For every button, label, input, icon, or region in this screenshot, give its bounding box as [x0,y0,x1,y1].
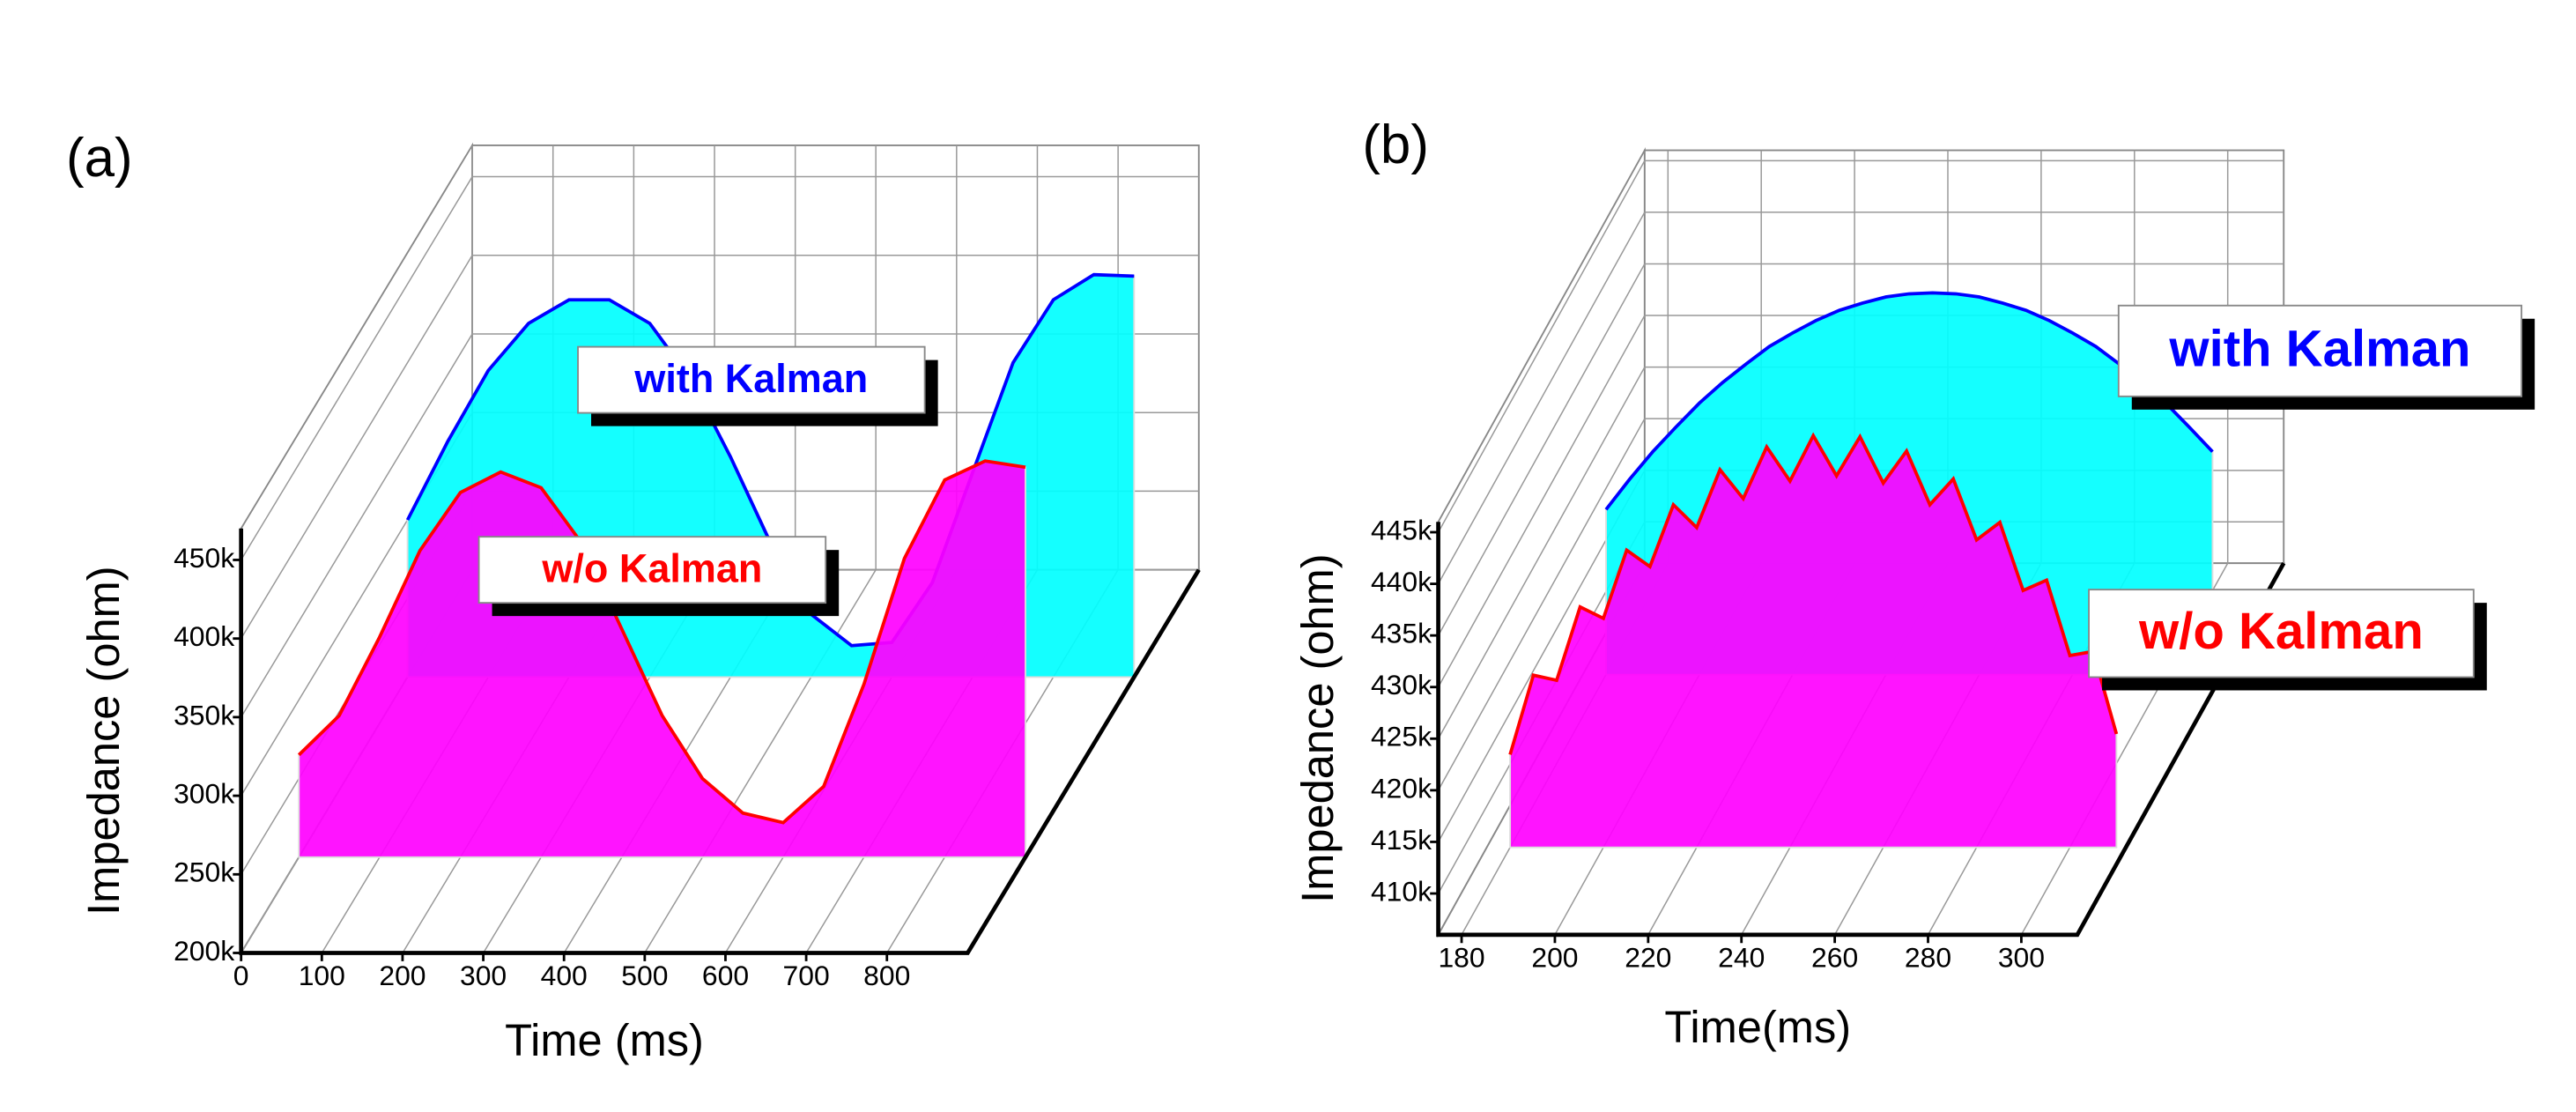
x-tick-label: 400 [541,960,588,991]
legend-box [2088,589,2475,678]
legend-label: with Kalman [2168,321,2470,378]
y-tick-label: 440k [1371,566,1432,597]
x-axis-label: Time (ms) [505,1015,704,1065]
x-tick-label: 180 [1438,941,1484,973]
line [1508,432,2119,755]
panel-label: (b) [1362,115,1429,175]
axis-frame [239,528,1201,955]
x-tick-label: 220 [1625,941,1671,973]
x-tick-label: 200 [379,960,426,991]
y-tick-label: 200k [174,935,234,967]
x-tick-label: 240 [1718,941,1765,973]
y-tick-label: 445k [1371,514,1432,545]
x-tick-label: 260 [1811,941,1858,973]
x-tick-label: 500 [621,960,668,991]
axis-frame [1436,522,2286,938]
x-tick-label: 800 [863,960,910,991]
y-tick-label: 250k [174,856,234,888]
legend-box [577,345,926,414]
legend-label: w/o Kalman [541,545,762,590]
line [1604,291,2214,511]
y-axis-label: Impedance (ohm) [1292,553,1343,903]
grid-line [1437,315,2284,688]
panel-label: (a) [66,128,133,189]
x-tick-label: 0 [233,960,249,991]
legend-box [2117,304,2523,397]
y-tick-label: 350k [174,699,234,730]
y-axis-label: Impedance (ohm) [78,566,129,916]
y-tick-label: 410k [1371,875,1432,907]
x-tick-label: 100 [299,960,345,991]
x-tick-label: 300 [460,960,507,991]
y-tick-label: 450k [174,542,234,574]
x-tick-label: 600 [702,960,749,991]
line [297,459,1026,825]
y-tick-label: 420k [1371,772,1432,804]
x-tick-label: 300 [1998,941,2045,973]
grid-line [1437,211,2284,584]
grid-line [1437,263,2284,636]
legend-box [477,536,827,604]
x-tick-label: 200 [1531,941,1578,973]
legend-label: w/o Kalman [2138,603,2424,660]
y-tick-label: 400k [174,620,234,652]
y-tick-label: 415k [1371,824,1432,856]
x-axis-label: Time(ms) [1664,1002,1851,1052]
y-tick-label: 300k [174,778,234,810]
y-tick-label: 435k [1371,618,1432,649]
y-tick-label: 425k [1371,721,1432,752]
grid-line [1437,159,2284,533]
x-tick-label: 280 [1905,941,1951,973]
y-tick-label: 430k [1371,669,1432,701]
x-tick-label: 700 [783,960,830,991]
legend-label: with Kalman [633,356,868,401]
